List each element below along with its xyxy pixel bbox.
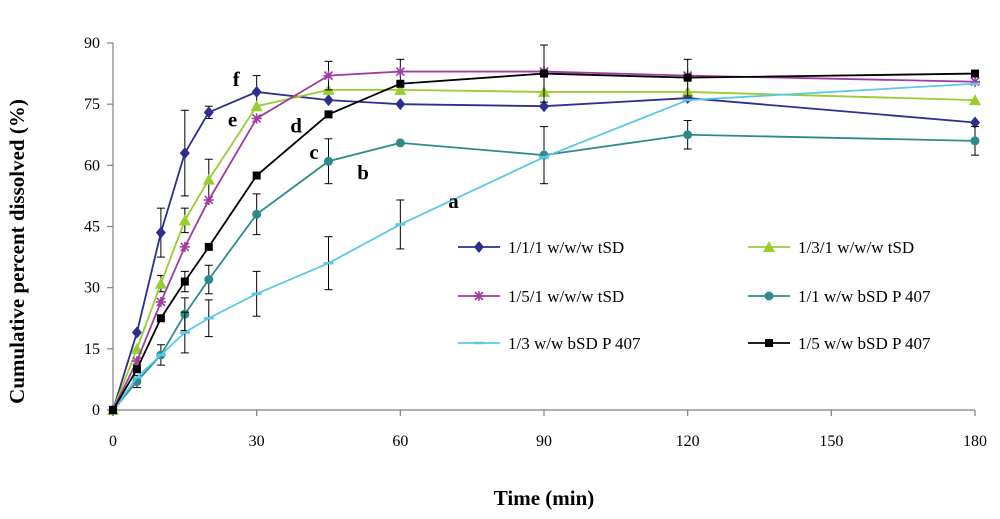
- curve-label-b: b: [357, 161, 369, 185]
- curve-label-e: e: [228, 108, 237, 132]
- legend-marker: [474, 241, 484, 253]
- legend-label: 1/1 w/w bSD P 407: [798, 287, 931, 306]
- y-tick-label: 90: [84, 35, 100, 52]
- data-point: [395, 66, 406, 77]
- series-5: [108, 82, 980, 412]
- data-point: [155, 226, 166, 239]
- data-point: [324, 110, 333, 119]
- legend-label: 1/5 w/w bSD P 407: [798, 334, 931, 353]
- y-tick-label: 60: [84, 157, 100, 174]
- legend-marker: [764, 291, 774, 301]
- data-point: [204, 242, 213, 251]
- data-point: [156, 314, 165, 323]
- data-point: [971, 69, 979, 78]
- series-layer: [107, 44, 981, 416]
- data-point: [180, 277, 189, 286]
- legend-label: 1/1/1 w/w/w tSD: [508, 238, 624, 257]
- data-point: [202, 173, 215, 185]
- data-point: [324, 156, 333, 166]
- data-point: [395, 138, 405, 148]
- data-point: [252, 171, 261, 180]
- x-tick-label: 180: [963, 433, 987, 450]
- data-point: [131, 326, 142, 339]
- x-tick-label: 60: [392, 433, 408, 450]
- legend-marker: [765, 339, 773, 347]
- data-point: [109, 406, 117, 414]
- data-point: [970, 136, 980, 146]
- data-point: [251, 85, 262, 98]
- x-tick-label: 90: [536, 433, 552, 450]
- legend-item-1: 1/1/1 w/w/w tSD: [458, 238, 624, 257]
- legend: 1/1/1 w/w/w tSD 1/3/1 w/w/w tSD 1/5/1 w/w/…: [458, 238, 931, 353]
- annotation-layer: fe dc b a: [228, 67, 459, 213]
- data-point: [154, 277, 167, 289]
- series-4: [108, 119, 980, 415]
- ticks: 0 15 30 45 60 75 90 0 30 60 90 120 150 180: [84, 35, 987, 450]
- curve-label-d: d: [290, 114, 302, 138]
- legend-item-2: 1/3/1 w/w/w tSD: [748, 238, 914, 257]
- data-point: [323, 94, 334, 107]
- data-point: [970, 116, 980, 129]
- data-point: [130, 342, 143, 354]
- data-point: [395, 98, 406, 111]
- legend-label: 1/3/1 w/w/w tSD: [798, 238, 914, 257]
- data-point: [251, 113, 262, 124]
- data-point: [203, 194, 214, 205]
- data-point: [539, 100, 549, 113]
- data-point: [179, 147, 190, 160]
- series-3: [108, 58, 980, 415]
- data-point: [204, 275, 214, 285]
- data-point: [252, 209, 262, 219]
- y-tick-label: 0: [92, 402, 100, 419]
- legend-item-3: 1/5/1 w/w/w tSD: [458, 287, 624, 306]
- data-point: [683, 130, 693, 140]
- y-tick-label: 15: [84, 341, 100, 358]
- curve-label-f: f: [233, 67, 241, 91]
- legend-marker: [474, 291, 484, 301]
- data-point: [323, 70, 334, 81]
- data-point: [396, 79, 405, 88]
- x-axis-title: Time (min): [494, 486, 595, 510]
- x-tick-label: 0: [109, 433, 117, 450]
- series-6: [109, 44, 979, 414]
- legend-item-6: 1/5 w/w bSD P 407: [748, 334, 931, 353]
- legend-item-5: 1/3 w/w bSD P 407: [458, 334, 641, 353]
- data-point: [540, 69, 548, 78]
- legend-label: 1/3 w/w bSD P 407: [508, 334, 641, 353]
- y-tick-label: 75: [84, 96, 100, 113]
- y-axis-title: Cumulative percent dissolved (%): [5, 99, 29, 404]
- curve-label-c: c: [309, 140, 318, 164]
- data-point: [132, 365, 141, 374]
- y-tick-label: 45: [84, 219, 100, 236]
- data-point: [250, 100, 263, 112]
- x-tick-label: 30: [249, 433, 265, 450]
- data-point: [203, 106, 214, 119]
- data-point: [970, 76, 980, 87]
- data-point: [179, 241, 190, 252]
- x-tick-label: 120: [676, 433, 700, 450]
- legend-label: 1/5/1 w/w/w tSD: [508, 287, 624, 306]
- y-tick-label: 30: [84, 280, 100, 297]
- curve-label-a: a: [448, 189, 459, 213]
- data-point: [394, 83, 407, 95]
- legend-item-4: 1/1 w/w bSD P 407: [748, 287, 931, 306]
- data-point: [178, 214, 191, 226]
- data-point: [969, 94, 981, 106]
- data-point: [683, 73, 692, 82]
- x-tick-label: 150: [819, 433, 843, 450]
- legend-marker: [763, 241, 775, 252]
- data-point: [155, 296, 166, 307]
